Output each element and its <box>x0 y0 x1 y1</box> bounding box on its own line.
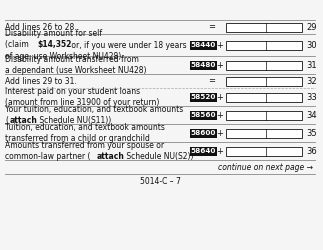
Text: of age, use Worksheet NU428): of age, use Worksheet NU428) <box>5 52 121 60</box>
Text: Add lines 29 to 31.: Add lines 29 to 31. <box>5 76 77 86</box>
Text: Add lines 26 to 28.: Add lines 26 to 28. <box>5 22 77 32</box>
Text: +: + <box>216 60 224 70</box>
Text: (amount from line 31900 of your return): (amount from line 31900 of your return) <box>5 98 159 106</box>
Bar <box>190 60 217 70</box>
Text: 58560: 58560 <box>191 112 216 118</box>
Text: 58640: 58640 <box>191 148 216 154</box>
Text: Your tuition, education, and textbook amounts: Your tuition, education, and textbook am… <box>5 106 183 114</box>
Bar <box>190 40 217 50</box>
Text: 31: 31 <box>307 60 317 70</box>
Text: continue on next page →: continue on next page → <box>218 162 313 172</box>
Text: attach: attach <box>10 116 37 124</box>
Text: transferred from a child or grandchild: transferred from a child or grandchild <box>5 134 150 142</box>
Text: (: ( <box>5 116 8 124</box>
Text: attach: attach <box>97 152 125 160</box>
Text: Amounts transferred from your spouse or: Amounts transferred from your spouse or <box>5 142 164 150</box>
Text: 34: 34 <box>307 110 317 120</box>
Bar <box>226 40 302 50</box>
Bar <box>226 128 302 138</box>
Text: 58440: 58440 <box>191 42 216 48</box>
Text: 32: 32 <box>307 76 317 86</box>
Text: 58480: 58480 <box>191 62 216 68</box>
Bar <box>226 22 302 32</box>
Bar <box>190 92 217 102</box>
Text: Disability amount transferred from: Disability amount transferred from <box>5 56 139 64</box>
Text: 30: 30 <box>307 40 317 50</box>
Text: Tuition, education, and textbook amounts: Tuition, education, and textbook amounts <box>5 124 165 132</box>
Text: +: + <box>216 40 224 50</box>
Text: or, if you were under 18 years: or, if you were under 18 years <box>69 40 187 50</box>
Bar <box>226 110 302 120</box>
Text: =: = <box>209 22 215 32</box>
Text: 36: 36 <box>307 146 318 156</box>
Text: 58600: 58600 <box>191 130 216 136</box>
Text: (claim: (claim <box>5 40 31 50</box>
Bar <box>226 146 302 156</box>
Bar <box>226 60 302 70</box>
Text: +: + <box>216 110 224 120</box>
Bar <box>190 146 217 156</box>
Text: a dependant (use Worksheet NU428): a dependant (use Worksheet NU428) <box>5 66 147 74</box>
Text: +: + <box>216 146 224 156</box>
Text: 33: 33 <box>307 92 318 102</box>
Text: Interest paid on your student loans: Interest paid on your student loans <box>5 88 140 96</box>
Text: 29: 29 <box>307 22 317 32</box>
Text: Schedule NU(S2)): Schedule NU(S2)) <box>124 152 194 160</box>
Text: +: + <box>216 92 224 102</box>
Bar <box>190 110 217 120</box>
Text: common-law partner (: common-law partner ( <box>5 152 90 160</box>
Text: Disability amount for self: Disability amount for self <box>5 30 102 38</box>
Text: =: = <box>209 76 215 86</box>
Text: $14,352: $14,352 <box>37 40 71 50</box>
Text: 58520: 58520 <box>191 94 216 100</box>
Text: +: + <box>216 128 224 138</box>
Bar <box>226 76 302 86</box>
Text: 35: 35 <box>307 128 317 138</box>
Text: Schedule NU(S11)): Schedule NU(S11)) <box>37 116 111 124</box>
Bar <box>190 128 217 138</box>
Text: 5014-C – 7: 5014-C – 7 <box>140 178 181 186</box>
Bar <box>226 92 302 102</box>
